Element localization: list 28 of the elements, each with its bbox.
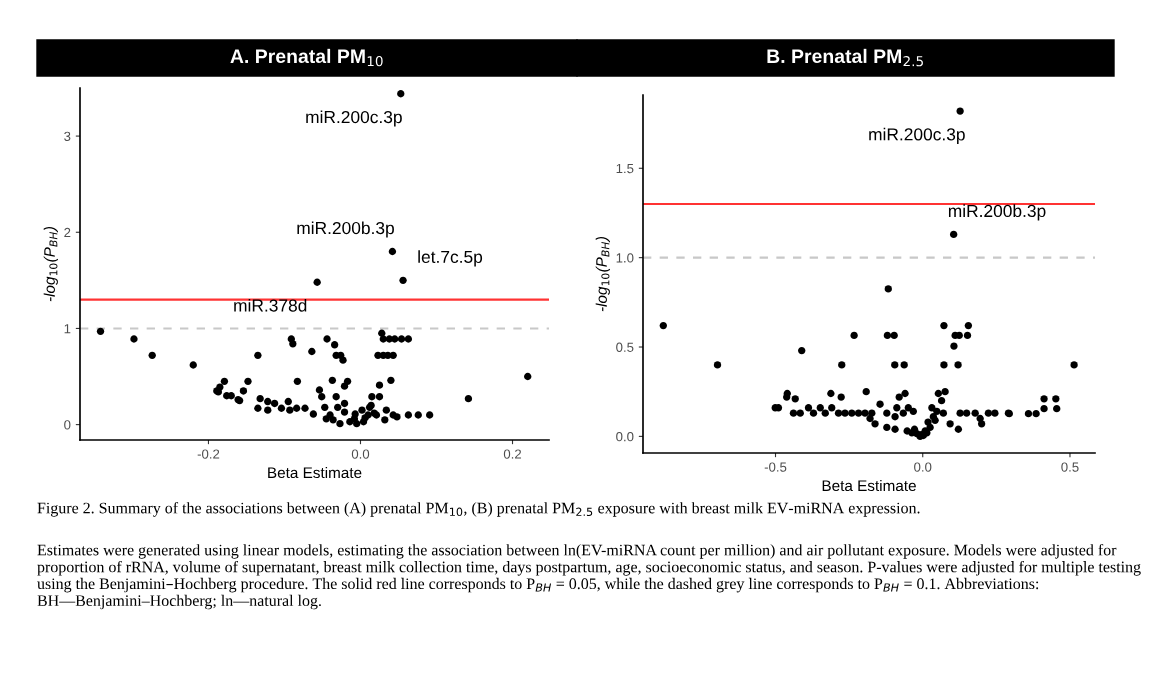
x-tick-label: 0.0 (914, 462, 932, 472)
x-tick-label: 0.5 (1061, 462, 1079, 472)
caption: Figure 2. Summary of the associations between (A) prenatal PM$_{10}$, (B) prenatal PM$_{2.5}$ exposure with breast milk EV-miRNA expression. (37, 502, 920, 517)
y-tick-label: 3 (64, 131, 71, 141)
x-tick-label: -0.2 (197, 449, 220, 459)
y-tick-label: 0 (64, 420, 71, 430)
x-axis-title: Beta Estimate (268, 466, 362, 479)
y-tick-label: 0.0 (616, 431, 634, 442)
y-tick-label: 1.0 (616, 253, 634, 263)
annotation: miR.378d (234, 298, 307, 312)
x-tick-label: -0.5 (764, 462, 787, 472)
y-tick-label: 0.5 (616, 342, 634, 352)
annotation: miR.200b.3p (297, 221, 394, 238)
chart-title: B. Prenatal PM$_{2.5}$ (767, 48, 923, 67)
annotation: miR.200c.3p (306, 110, 402, 127)
annotation: miR.200c.3p (869, 127, 965, 144)
y-axis-title: -log$_{10}$(P$_{BH}$) (43, 227, 58, 302)
x-axis-title: Beta Estimate (822, 479, 916, 492)
x-tick-label: 0.0 (351, 449, 370, 459)
y-axis-title: -log$_{10}$(P$_{BH}$) (595, 237, 610, 312)
annotation: miR.200b.3p (948, 204, 1046, 221)
y-tick-label: 1.5 (616, 163, 634, 174)
annotation: let.7c.5p (418, 250, 483, 267)
y-tick-label: 2 (64, 227, 71, 238)
chart-title: A. Prenatal PM$_{10}$ (230, 48, 383, 67)
y-tick-label: 1 (64, 324, 71, 334)
x-tick-label: 0.2 (503, 449, 522, 459)
text: Estimates were generated using linear models, estimating the association between ln(EV-miRNA count per million) and air pollutant exposure. Models were adjusted for proportion of rRNA, volume of supernatant, breast milk collection time, days postpartum, age, socioeconomic status, and season. P-values were adjusted for multiple testing using the Benjamini–Hochberg procedure. The solid red line corresponds to P$_{BH}$ = 0.05, while the dashed grey line corresponds to P$_{BH}$ = 0.1. Abbreviations: BH—Benjamini–Hochberg; ln—natural log. (37, 544, 1141, 610)
